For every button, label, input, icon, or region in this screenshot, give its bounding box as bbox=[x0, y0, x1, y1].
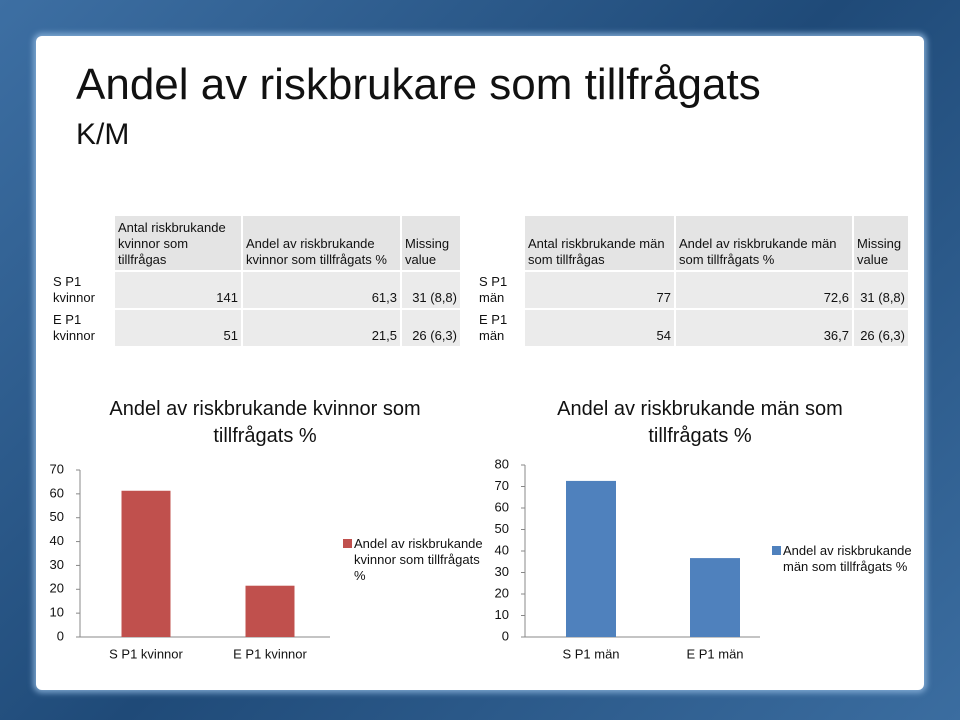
chart-title: Andel av riskbrukande män som tillfrågat… bbox=[557, 398, 843, 447]
x-tick-label: E P1 kvinnor bbox=[233, 646, 307, 661]
row-label: E P1 kvinnor bbox=[50, 310, 113, 346]
corner-cell bbox=[476, 216, 523, 270]
y-tick-label: 0 bbox=[57, 628, 64, 643]
table-row: E P1 män 54 36,7 26 (6,3) bbox=[476, 310, 908, 346]
y-tick-label: 70 bbox=[495, 478, 509, 493]
table-cell: 141 bbox=[115, 272, 241, 308]
y-tick-label: 50 bbox=[50, 509, 64, 524]
column-header: Andel av riskbrukande kvinnor som tillfr… bbox=[243, 216, 400, 270]
table-cell: 72,6 bbox=[676, 272, 852, 308]
legend-label: Andel av riskbrukande kvinnor som tillfr… bbox=[354, 536, 483, 583]
column-header: Missing value bbox=[402, 216, 460, 270]
table-cell: 36,7 bbox=[676, 310, 852, 346]
data-table: Antal riskbrukande män som tillfrågas And… bbox=[474, 214, 910, 348]
column-header: Missing value bbox=[854, 216, 908, 270]
bar bbox=[690, 558, 740, 637]
slide-title: Andel av riskbrukare som tillfrågats bbox=[76, 60, 761, 109]
slide bbox=[36, 36, 924, 690]
y-tick-label: 60 bbox=[495, 499, 509, 514]
table-cell: 61,3 bbox=[243, 272, 400, 308]
table-cell: 31 (8,8) bbox=[402, 272, 460, 308]
table-row: S P1 män 77 72,6 31 (8,8) bbox=[476, 272, 908, 308]
header-row: Antal riskbrukande män som tillfrågas And… bbox=[476, 216, 908, 270]
legend-swatch bbox=[772, 546, 781, 555]
corner-cell bbox=[50, 216, 113, 270]
y-tick-label: 30 bbox=[50, 557, 64, 572]
table-cell: 51 bbox=[115, 310, 241, 346]
chart-title: Andel av riskbrukande kvinnor som tillfr… bbox=[109, 398, 421, 447]
legend-label: Andel av riskbrukande män som tillfrågat… bbox=[783, 543, 912, 574]
y-tick-label: 20 bbox=[495, 585, 509, 600]
table-row: S P1 kvinnor 141 61,3 31 (8,8) bbox=[50, 272, 460, 308]
table-cell: 26 (6,3) bbox=[854, 310, 908, 346]
y-tick-label: 40 bbox=[495, 542, 509, 557]
table-cell: 31 (8,8) bbox=[854, 272, 908, 308]
x-tick-label: E P1 män bbox=[686, 646, 743, 661]
table-cell: 77 bbox=[525, 272, 674, 308]
legend-swatch bbox=[343, 539, 352, 548]
y-tick-label: 20 bbox=[50, 581, 64, 596]
bar bbox=[245, 585, 295, 637]
x-tick-label: S P1 kvinnor bbox=[109, 646, 183, 661]
y-tick-label: 30 bbox=[495, 564, 509, 579]
table-cell: 26 (6,3) bbox=[402, 310, 460, 346]
bar bbox=[566, 480, 616, 637]
table-cell: 54 bbox=[525, 310, 674, 346]
y-tick-label: 80 bbox=[495, 456, 509, 471]
y-tick-label: 0 bbox=[502, 628, 509, 643]
y-tick-label: 70 bbox=[50, 461, 64, 476]
data-table: Antal riskbrukande kvinnor som tillfråga… bbox=[48, 214, 462, 348]
column-header: Antal riskbrukande män som tillfrågas bbox=[525, 216, 674, 270]
row-label: S P1 män bbox=[476, 272, 523, 308]
slide-subtitle: K/M bbox=[76, 118, 130, 151]
row-label: S P1 kvinnor bbox=[50, 272, 113, 308]
bar bbox=[121, 490, 171, 637]
column-header: Andel av riskbrukande män som tillfrågat… bbox=[676, 216, 852, 270]
x-tick-label: S P1 män bbox=[562, 646, 619, 661]
y-tick-label: 10 bbox=[495, 607, 509, 622]
table-row: E P1 kvinnor 51 21,5 26 (6,3) bbox=[50, 310, 460, 346]
y-tick-label: 40 bbox=[50, 533, 64, 548]
y-tick-label: 10 bbox=[50, 605, 64, 620]
column-header: Antal riskbrukande kvinnor som tillfråga… bbox=[115, 216, 241, 270]
row-label: E P1 män bbox=[476, 310, 523, 346]
header-row: Antal riskbrukande kvinnor som tillfråga… bbox=[50, 216, 460, 270]
table-cell: 21,5 bbox=[243, 310, 400, 346]
y-tick-label: 50 bbox=[495, 521, 509, 536]
y-tick-label: 60 bbox=[50, 485, 64, 500]
